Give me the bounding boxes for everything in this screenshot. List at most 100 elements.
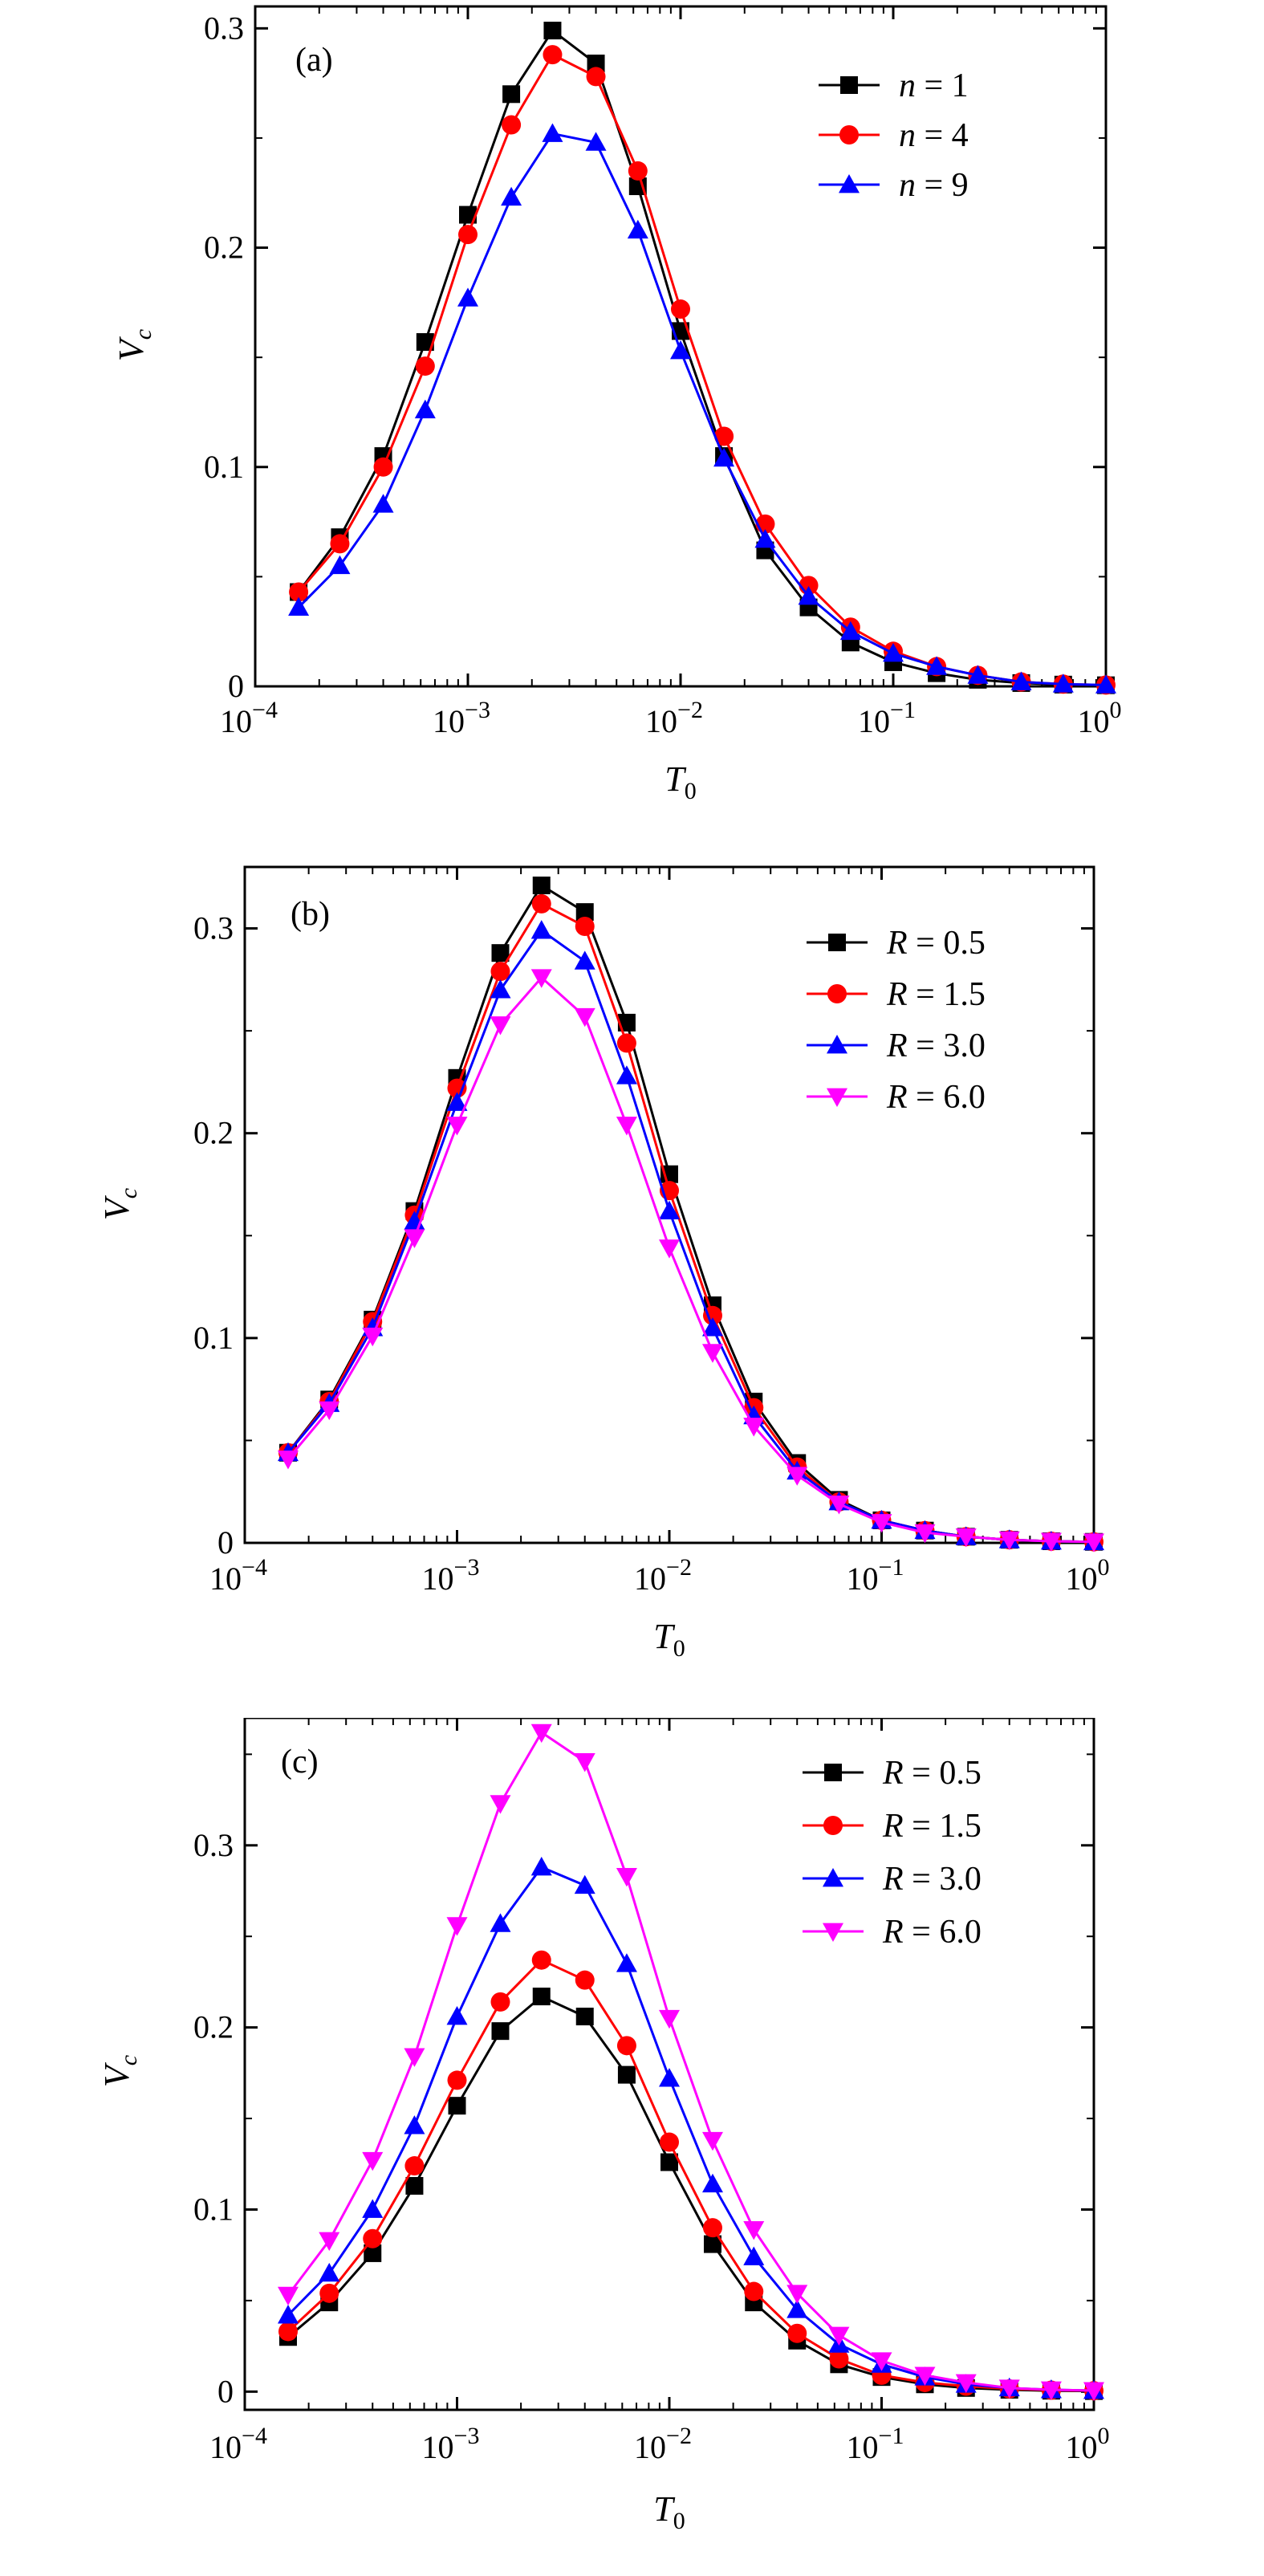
data-point: [415, 356, 435, 376]
data-point: [404, 2115, 425, 2134]
legend-marker: [827, 984, 847, 1003]
data-point: [459, 206, 477, 224]
legend-variable: R: [882, 1914, 904, 1951]
data-point: [575, 916, 595, 936]
legend-value: = 6.0: [904, 1914, 982, 1951]
data-point: [364, 2244, 382, 2262]
legend-value: = 1: [916, 67, 969, 104]
y-tick-label: 0: [228, 668, 244, 704]
data-point: [277, 2305, 299, 2324]
y-tick-label: 0.2: [193, 2009, 234, 2045]
legend-item: R = 3.0: [803, 1861, 982, 1898]
series-4: [277, 969, 1104, 1553]
legend-label: R = 6.0: [882, 1914, 982, 1951]
data-point: [446, 1117, 468, 1136]
data-point: [955, 2374, 977, 2393]
data-point: [786, 2285, 808, 2304]
data-point: [362, 2199, 384, 2218]
x-axis: 10−4 10−3 10−2 10−1 100: [209, 1718, 1110, 2465]
x-axis-label: T0: [653, 1617, 685, 1662]
data-point: [617, 2065, 636, 2084]
data-point: [362, 2151, 384, 2171]
data-point: [531, 1950, 551, 1970]
x-tick-label-base: 10: [634, 2429, 666, 2465]
x-tick-label-exponent: −2: [677, 697, 703, 723]
legend-item: R = 1.5: [803, 1808, 982, 1845]
x-tick-label: 10−4: [209, 2423, 267, 2465]
legend-variable: R: [886, 976, 908, 1013]
x-axis-label: T0: [665, 759, 696, 804]
data-point: [670, 340, 691, 360]
data-point: [786, 1467, 808, 1486]
x-tick-label: 10−2: [634, 1554, 692, 1597]
series-1: [278, 1988, 1103, 2400]
data-point: [414, 399, 436, 419]
data-point: [660, 2153, 678, 2171]
data-point: [490, 1795, 511, 1814]
x-tick-label-exponent: −2: [666, 1554, 692, 1581]
legend-marker: [839, 174, 860, 193]
legend-value: = 0.5: [908, 925, 986, 962]
x-tick-label-exponent: 0: [1098, 2423, 1110, 2449]
data-point: [883, 643, 904, 662]
legend-marker: [823, 1868, 843, 1887]
x-axis-label-main: T: [653, 2489, 676, 2529]
data-point: [447, 2070, 467, 2090]
y-axis-label: Vc: [97, 1188, 142, 1220]
data-point: [616, 2036, 636, 2056]
data-point: [587, 55, 605, 73]
data-point: [491, 2022, 510, 2041]
legend-variable: R: [886, 925, 908, 962]
data-point: [701, 1344, 723, 1363]
x-tick-label: 10−1: [858, 697, 916, 739]
series-line: [287, 975, 1095, 1544]
x-axis-label-subscript: 0: [685, 778, 697, 804]
legend-item: R = 6.0: [803, 1914, 982, 1951]
x-tick-label-base: 10: [433, 703, 465, 739]
data-point: [362, 1327, 384, 1347]
data-point: [616, 1867, 637, 1887]
x-axis-label-subscript: 0: [673, 1635, 685, 1662]
data-point: [319, 2262, 340, 2282]
data-point: [701, 2173, 723, 2193]
data-point: [828, 2326, 850, 2346]
x-tick-label-base: 10: [847, 2429, 879, 2465]
x-tick-label-exponent: −4: [242, 1554, 267, 1581]
data-point: [448, 2097, 466, 2115]
x-tick-label-exponent: −1: [879, 2423, 904, 2449]
legend-item: R = 3.0: [807, 1028, 986, 1064]
data-point: [446, 1092, 468, 1111]
x-tick-label-exponent: 0: [1098, 1554, 1110, 1581]
legend-label: n = 9: [899, 167, 969, 204]
data-point: [787, 2323, 807, 2343]
x-tick-label: 10−2: [645, 697, 703, 739]
data-point: [829, 2349, 849, 2369]
legend-value: = 3.0: [904, 1861, 982, 1898]
x-tick-label-base: 10: [1066, 1561, 1098, 1597]
data-point: [502, 115, 522, 135]
legend-label: R = 0.5: [886, 925, 986, 962]
y-tick-label: 0.3: [204, 10, 244, 46]
series-line: [298, 132, 1107, 686]
y-axis-label-main: V: [112, 336, 151, 361]
data-point: [530, 969, 552, 988]
x-tick-label-base: 10: [1066, 2429, 1098, 2465]
legend-variable: R: [886, 1079, 908, 1116]
legend-marker: [827, 1088, 847, 1107]
y-tick-label: 0: [217, 1524, 234, 1561]
x-tick-label-exponent: −3: [454, 2423, 480, 2449]
data-point: [574, 950, 595, 970]
data-point: [446, 2006, 468, 2025]
x-tick-label: 100: [1066, 1554, 1110, 1597]
data-point: [617, 1013, 636, 1032]
data-point: [659, 1200, 680, 1220]
data-point: [1052, 674, 1074, 693]
legend-variable: n: [899, 167, 916, 204]
data-point: [754, 528, 776, 548]
y-tick-label: 0.3: [193, 910, 234, 946]
y-axis-label: Vc: [112, 329, 156, 361]
data-point: [659, 1239, 680, 1259]
